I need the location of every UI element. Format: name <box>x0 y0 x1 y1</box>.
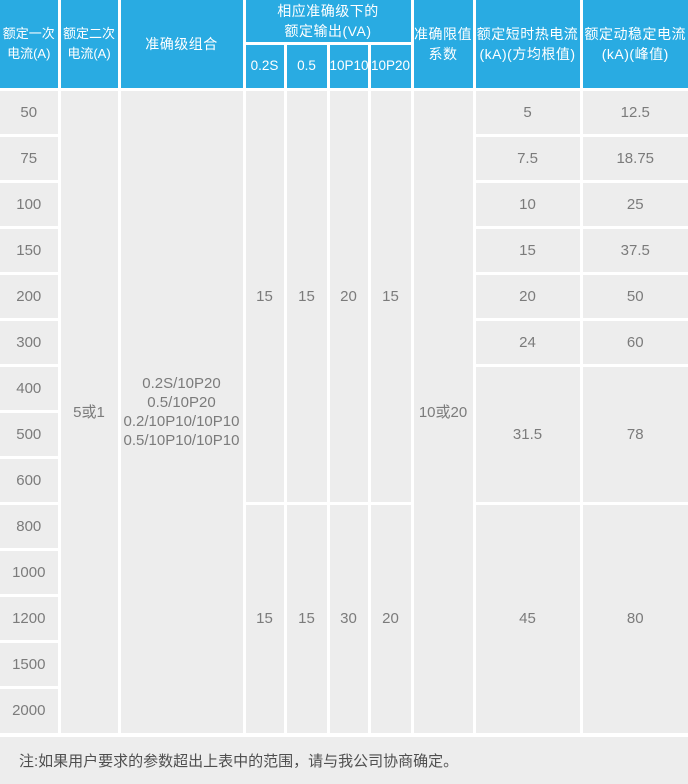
primary-current-cell: 1000 <box>0 547 61 597</box>
thermal-current-cell: 20 <box>472 271 583 321</box>
table-row: 200 20 50 <box>0 271 688 321</box>
header-output-class-0-2s: 0.2S <box>242 41 287 91</box>
primary-current-cell: 1200 <box>0 593 61 643</box>
thermal-current-cell: 31.5 <box>472 363 583 505</box>
table-row: 800 15 15 30 20 45 80 <box>0 501 688 735</box>
output-va-10p10-cell: 20 <box>326 87 371 505</box>
table-row: 1200 <box>0 593 688 643</box>
output-va-0-5-cell: 15 <box>283 87 330 505</box>
table-row: 100 10 25 <box>0 179 688 229</box>
combo-line: 0.5/10P20 <box>147 393 216 411</box>
table-row: 2000 <box>0 685 688 735</box>
thermal-current-cell: 10 <box>472 179 583 229</box>
header-output-class-10p20: 10P20 <box>367 41 414 91</box>
dynamic-current-cell: 25 <box>579 179 688 229</box>
header-line: 额定输出(VA) <box>284 22 372 39</box>
primary-current-cell: 500 <box>0 409 61 459</box>
output-va-0-5-cell: 15 <box>283 501 330 735</box>
header-output-class-0-5: 0.5 <box>283 41 330 91</box>
table-note-text: 注:如果用户要求的参数超出上表中的范围，请与我公司协商确定。 <box>19 753 459 770</box>
table-row: 1500 <box>0 639 688 689</box>
thermal-current-cell: 24 <box>472 317 583 367</box>
dynamic-current-cell: 50 <box>579 271 688 321</box>
primary-current-cell: 800 <box>0 501 61 551</box>
output-va-0-2s-cell: 15 <box>242 87 287 505</box>
table-row: 600 <box>0 455 688 505</box>
thermal-current-cell: 15 <box>472 225 583 275</box>
primary-current-cell: 400 <box>0 363 61 413</box>
header-line: 相应准确级下的 <box>277 2 379 19</box>
header-accuracy-limit-factor: 准确限值 系数 <box>410 0 476 91</box>
thermal-current-cell: 5 <box>472 87 583 137</box>
primary-current-cell: 600 <box>0 455 61 505</box>
primary-current-cell: 300 <box>0 317 61 367</box>
table-row: 50 5或1 0.2S/10P20 0.5/10P20 0.2/10P10/10… <box>0 87 688 735</box>
header-output-class-10p10: 10P10 <box>326 41 371 91</box>
primary-current-cell: 75 <box>0 133 61 183</box>
accuracy-combo-cell: 0.2S/10P20 0.5/10P20 0.2/10P10/10P10 0.5… <box>117 87 246 735</box>
dynamic-current-cell: 12.5 <box>579 87 688 137</box>
header-dynamic-current: 额定动稳定电流 (kA)(峰值) <box>579 0 688 91</box>
dynamic-current-cell: 18.75 <box>579 133 688 183</box>
combo-line: 0.2S/10P20 <box>142 374 221 392</box>
thermal-current-cell: 45 <box>472 501 583 735</box>
output-va-10p20-cell: 15 <box>367 87 414 505</box>
table-row: 1000 <box>0 547 688 597</box>
header-line: 准确级组合 <box>145 35 218 52</box>
header-line: 额定短时热电流 <box>476 25 579 42</box>
thermal-current-cell: 7.5 <box>472 133 583 183</box>
accuracy-limit-cell: 10或20 <box>410 87 476 735</box>
header-secondary-current: 额定二次 电流(A) <box>57 0 121 91</box>
table-row: 400 31.5 78 <box>0 363 688 505</box>
primary-current-cell: 1500 <box>0 639 61 689</box>
spec-table: 额定一次 电流(A) 额定二次 电流(A) 准确级组合 相应准确级下的 额定输出… <box>0 0 688 735</box>
table-row: 75 7.5 18.75 <box>0 133 688 183</box>
header-line: 额定一次 <box>2 25 55 41</box>
table-note: 注:如果用户要求的参数超出上表中的范围，请与我公司协商确定。 <box>0 737 688 784</box>
header-primary-current: 额定一次 电流(A) <box>0 0 61 91</box>
header-line: 电流(A) <box>67 45 111 61</box>
header-line: 电流(A) <box>7 45 51 61</box>
table-row: 500 <box>0 409 688 459</box>
output-va-10p10-cell: 30 <box>326 501 371 735</box>
secondary-current-cell: 5或1 <box>57 87 121 735</box>
header-rated-output-group: 相应准确级下的 额定输出(VA) <box>242 0 414 45</box>
dynamic-current-cell: 80 <box>579 501 688 735</box>
combo-line: 0.2/10P10/10P10 <box>123 412 240 430</box>
dynamic-current-cell: 78 <box>579 363 688 505</box>
header-line: (kA)(峰值) <box>601 45 669 62</box>
header-line: 额定二次 <box>62 25 115 41</box>
combo-line: 0.5/10P10/10P10 <box>123 431 240 449</box>
header-line: (kA)(方均根值) <box>479 45 576 62</box>
primary-current-cell: 150 <box>0 225 61 275</box>
dynamic-current-cell: 37.5 <box>579 225 688 275</box>
table-row: 150 15 37.5 <box>0 225 688 275</box>
primary-current-cell: 200 <box>0 271 61 321</box>
header-line: 系数 <box>428 45 458 62</box>
primary-current-cell: 50 <box>0 87 61 137</box>
header-line: 额定动稳定电流 <box>584 25 686 42</box>
header-line: 准确限值 <box>414 25 472 42</box>
header-accuracy-combo: 准确级组合 <box>117 0 246 91</box>
header-thermal-current: 额定短时热电流 (kA)(方均根值) <box>472 0 583 91</box>
output-va-10p20-cell: 20 <box>367 501 414 735</box>
dynamic-current-cell: 60 <box>579 317 688 367</box>
table-row: 300 24 60 <box>0 317 688 367</box>
primary-current-cell: 2000 <box>0 685 61 735</box>
output-va-0-2s-cell: 15 <box>242 501 287 735</box>
primary-current-cell: 100 <box>0 179 61 229</box>
